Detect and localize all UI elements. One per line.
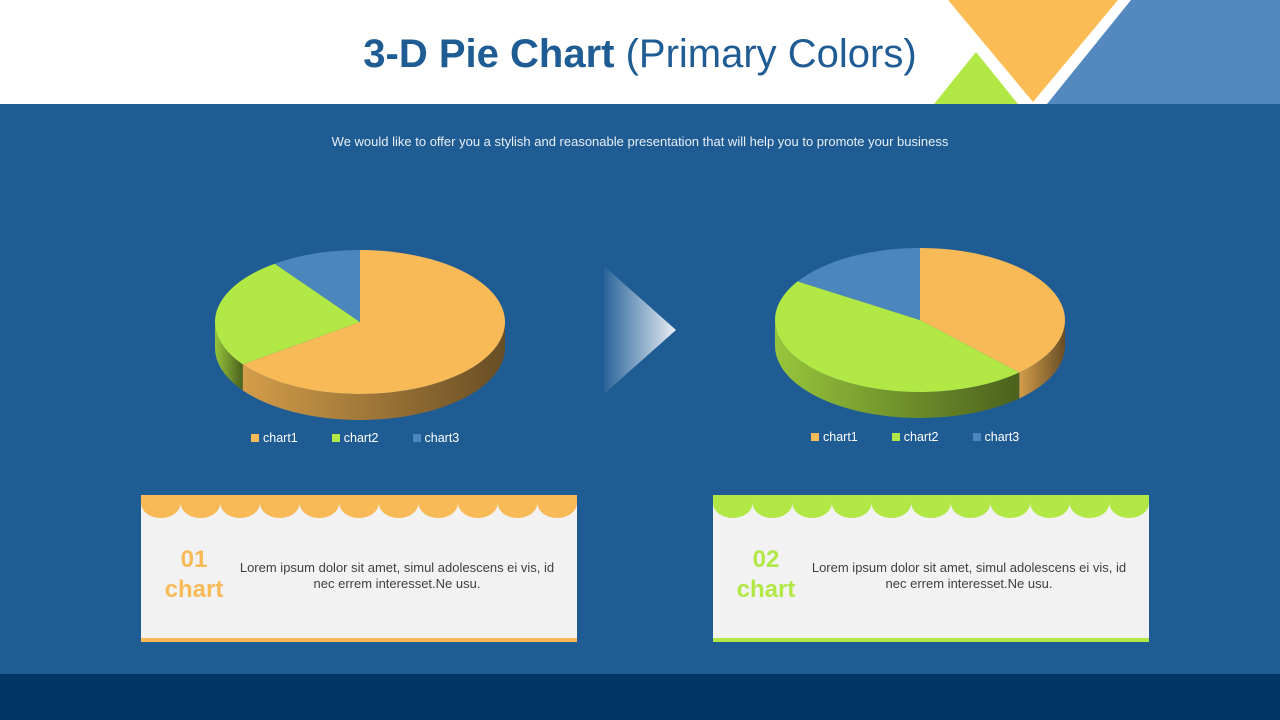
chevron-right-icon <box>604 266 676 394</box>
legend-item-chart1: chart1 <box>251 431 298 445</box>
card-number-label: chart <box>736 576 796 603</box>
pie-side-chart2 <box>215 322 243 391</box>
title-rest: (Primary Colors) <box>625 32 917 76</box>
pie-side-chart1 <box>1019 320 1065 399</box>
card-number: 02 chart <box>713 545 819 605</box>
pie-slice-chart3 <box>797 248 920 320</box>
subtitle: We would like to offer you a stylish and… <box>331 134 949 149</box>
pie-chart-1 <box>215 250 505 420</box>
legend-1: chart1 chart2 chart3 <box>251 431 493 445</box>
footer-bar <box>0 674 1280 720</box>
legend-swatch <box>972 433 981 441</box>
card-number: 01 chart <box>141 545 247 605</box>
page-title: 3-D Pie Chart (Primary Colors) <box>0 32 1280 77</box>
info-card-2: 02 chart Lorem ipsum dolor sit amet, sim… <box>713 495 1149 642</box>
pie-slice-chart2 <box>775 281 1020 392</box>
legend-label: chart2 <box>343 431 379 445</box>
title-bold: 3-D Pie Chart <box>363 32 615 76</box>
info-card-1: 01 chart Lorem ipsum dolor sit amet, sim… <box>141 495 577 642</box>
legend-item-chart2: chart2 <box>891 430 939 444</box>
legend-label: chart2 <box>903 430 939 444</box>
legend-label: chart3 <box>424 431 460 445</box>
legend-item-chart1: chart1 <box>811 430 858 444</box>
card-number-value: 02 <box>752 546 780 573</box>
legend-swatch <box>331 434 340 442</box>
legend-swatch <box>412 434 421 442</box>
legend-item-chart2: chart2 <box>331 431 379 445</box>
pie-slice-chart2 <box>215 263 360 365</box>
card-text: Lorem ipsum dolor sit amet, simul adoles… <box>811 560 1127 591</box>
legend-swatch <box>891 433 900 441</box>
pie-slice-chart1 <box>920 248 1065 373</box>
card-number-label: chart <box>164 576 224 603</box>
legend-2: chart1 chart2 chart3 <box>811 430 1053 444</box>
legend-swatch <box>811 433 819 441</box>
legend-label: chart1 <box>823 430 858 444</box>
scallop-border <box>713 495 1149 518</box>
card-bottom-line <box>713 638 1149 642</box>
legend-label: chart1 <box>263 431 298 445</box>
legend-swatch <box>251 434 259 442</box>
card-number-value: 01 <box>180 546 208 573</box>
legend-label: chart3 <box>984 430 1020 444</box>
scallop-border <box>141 495 577 518</box>
legend-item-chart3: chart3 <box>412 431 460 445</box>
pie-chart-2 <box>775 248 1065 418</box>
pie-slice-chart1 <box>242 250 505 394</box>
card-bottom-line <box>141 638 577 642</box>
legend-item-chart3: chart3 <box>972 430 1020 444</box>
card-text: Lorem ipsum dolor sit amet, simul adoles… <box>239 560 555 591</box>
pie-side-chart2 <box>775 320 1020 418</box>
corner-decoration <box>934 0 1280 104</box>
pie-side-chart1 <box>242 322 505 420</box>
pie-slice-chart3 <box>274 250 360 322</box>
